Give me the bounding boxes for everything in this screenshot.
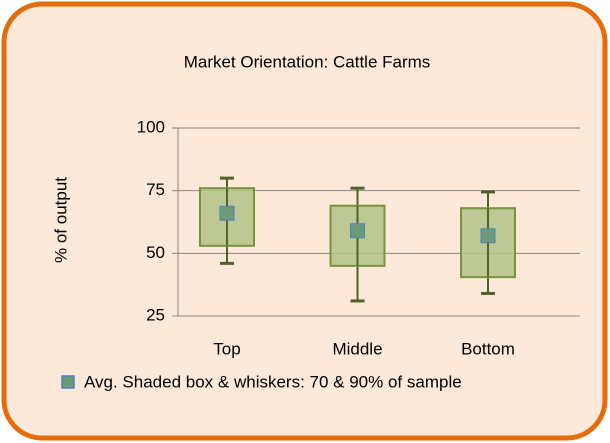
chart-title: Market Orientation: Cattle Farms: [184, 52, 431, 71]
y-tick-label: 50: [146, 243, 165, 262]
y-tick-label: 100: [137, 117, 165, 136]
y-axis-label: % of output: [51, 177, 70, 263]
legend-marker: [61, 375, 75, 389]
y-tick-label: 25: [146, 305, 165, 324]
x-tick-label: Top: [213, 339, 240, 358]
x-tick-label: Bottom: [461, 339, 515, 358]
mean-marker: [219, 205, 235, 221]
x-tick-label: Middle: [332, 339, 382, 358]
mean-marker: [350, 223, 365, 239]
mean-marker: [480, 228, 496, 244]
legend-label: Avg. Shaded box & whiskers: 70 & 90% of …: [84, 372, 462, 391]
y-tick-label: 75: [146, 180, 165, 199]
